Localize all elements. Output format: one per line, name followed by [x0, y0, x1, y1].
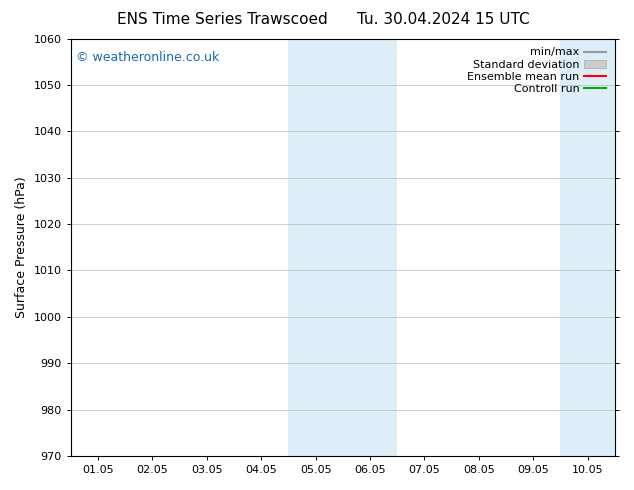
Legend: min/max, Standard deviation, Ensemble mean run, Controll run: min/max, Standard deviation, Ensemble me…	[463, 44, 609, 98]
Y-axis label: Surface Pressure (hPa): Surface Pressure (hPa)	[15, 176, 28, 318]
Text: © weatheronline.co.uk: © weatheronline.co.uk	[76, 51, 219, 64]
Bar	[560, 39, 615, 456]
Bar	[288, 39, 397, 456]
Text: Tu. 30.04.2024 15 UTC: Tu. 30.04.2024 15 UTC	[358, 12, 530, 27]
Text: ENS Time Series Trawscoed: ENS Time Series Trawscoed	[117, 12, 327, 27]
